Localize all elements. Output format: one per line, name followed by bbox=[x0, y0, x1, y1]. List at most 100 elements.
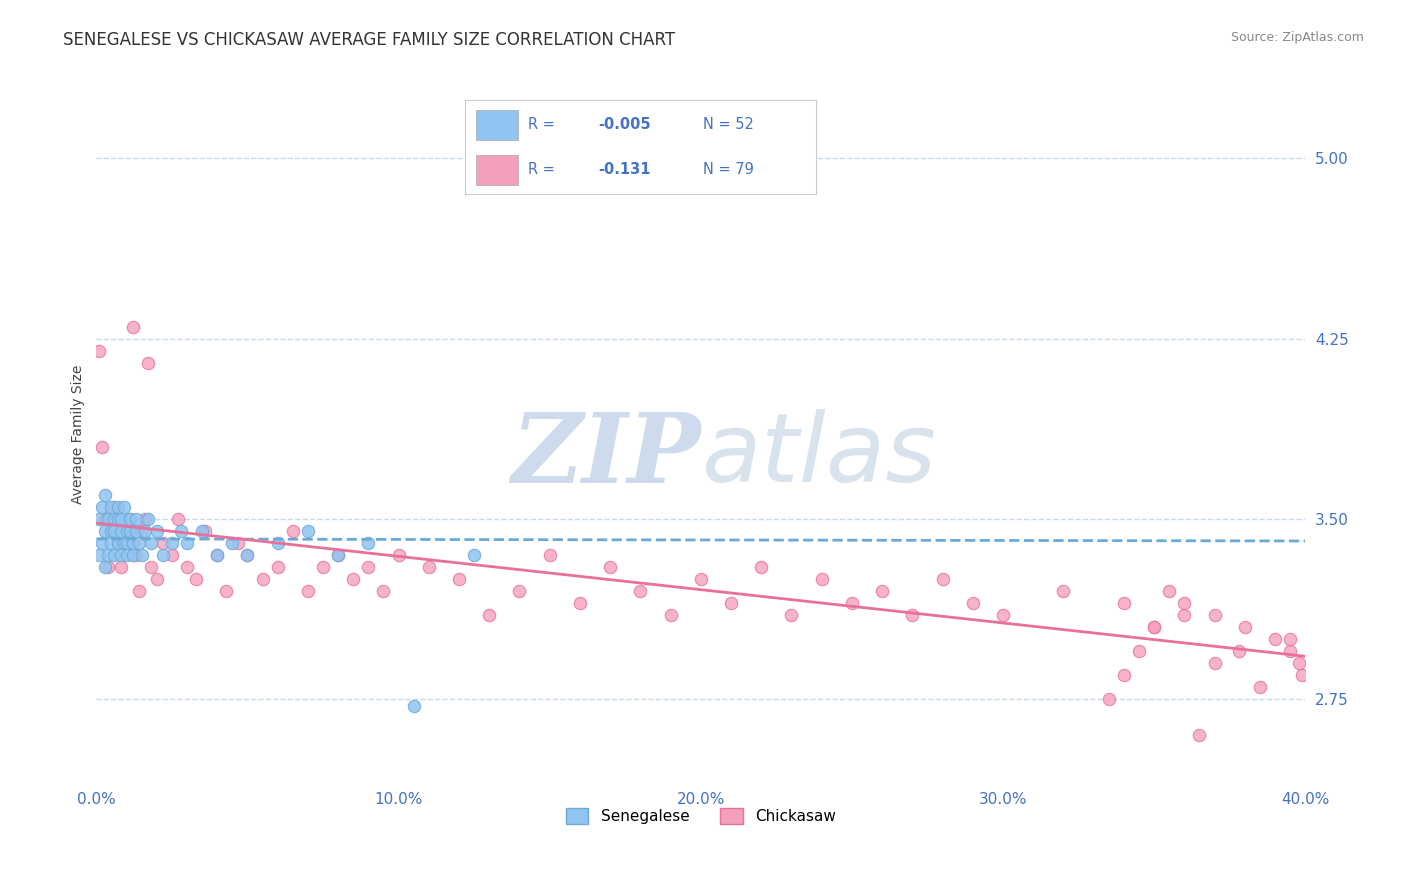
Point bbox=[134, 524, 156, 538]
Point bbox=[221, 536, 243, 550]
Point bbox=[131, 524, 153, 538]
Point bbox=[266, 536, 288, 550]
Point bbox=[207, 548, 229, 562]
Point bbox=[1128, 644, 1150, 658]
Point bbox=[103, 548, 125, 562]
Point bbox=[810, 572, 832, 586]
Point bbox=[115, 548, 138, 562]
Point bbox=[112, 500, 135, 514]
Point bbox=[870, 583, 893, 598]
Point bbox=[1288, 656, 1310, 670]
Point bbox=[124, 512, 146, 526]
Point bbox=[1204, 656, 1226, 670]
Point bbox=[931, 572, 953, 586]
Point bbox=[91, 536, 114, 550]
Point bbox=[326, 548, 349, 562]
Point bbox=[236, 548, 259, 562]
Point bbox=[236, 548, 259, 562]
Point bbox=[136, 512, 159, 526]
Point bbox=[110, 559, 132, 574]
Point bbox=[128, 536, 150, 550]
Point bbox=[312, 559, 335, 574]
Text: ZIP: ZIP bbox=[512, 409, 700, 502]
Point bbox=[1233, 620, 1256, 634]
Point bbox=[720, 596, 742, 610]
Point bbox=[139, 559, 162, 574]
Point bbox=[281, 524, 304, 538]
Point bbox=[1143, 620, 1166, 634]
Point bbox=[89, 548, 111, 562]
Point bbox=[1173, 607, 1195, 622]
Point bbox=[103, 512, 125, 526]
Point bbox=[191, 524, 214, 538]
Point bbox=[100, 524, 122, 538]
Point bbox=[749, 559, 772, 574]
Point bbox=[131, 548, 153, 562]
Point bbox=[1227, 644, 1250, 658]
Point bbox=[1098, 692, 1121, 706]
Point bbox=[297, 524, 319, 538]
Point bbox=[160, 548, 183, 562]
Point bbox=[139, 536, 162, 550]
Point bbox=[1112, 596, 1135, 610]
Point bbox=[1188, 728, 1211, 742]
Point bbox=[1173, 596, 1195, 610]
Point bbox=[1264, 632, 1286, 646]
Point bbox=[568, 596, 591, 610]
Point bbox=[110, 548, 132, 562]
Point bbox=[94, 512, 117, 526]
Point bbox=[103, 524, 125, 538]
Point bbox=[418, 559, 440, 574]
Point bbox=[146, 524, 169, 538]
Point bbox=[326, 548, 349, 562]
Point bbox=[228, 536, 250, 550]
Point bbox=[1204, 607, 1226, 622]
Point bbox=[659, 607, 682, 622]
Point bbox=[152, 548, 174, 562]
Point bbox=[962, 596, 984, 610]
Point bbox=[1279, 644, 1302, 658]
Point bbox=[97, 559, 120, 574]
Point bbox=[94, 488, 117, 502]
Point bbox=[89, 343, 111, 358]
Point bbox=[107, 512, 129, 526]
Legend: Senegalese, Chickasaw: Senegalese, Chickasaw bbox=[565, 808, 837, 824]
Point bbox=[160, 536, 183, 550]
Point bbox=[628, 583, 651, 598]
Point bbox=[215, 583, 238, 598]
Y-axis label: Average Family Size: Average Family Size bbox=[72, 365, 86, 504]
Point bbox=[118, 512, 141, 526]
Point bbox=[110, 524, 132, 538]
Point bbox=[901, 607, 924, 622]
Point bbox=[94, 524, 117, 538]
Text: SENEGALESE VS CHICKASAW AVERAGE FAMILY SIZE CORRELATION CHART: SENEGALESE VS CHICKASAW AVERAGE FAMILY S… bbox=[63, 31, 675, 49]
Point bbox=[176, 536, 198, 550]
Point bbox=[1052, 583, 1074, 598]
Point bbox=[97, 512, 120, 526]
Point bbox=[689, 572, 711, 586]
Point bbox=[89, 512, 111, 526]
Point bbox=[110, 512, 132, 526]
Point bbox=[194, 524, 217, 538]
Point bbox=[478, 607, 501, 622]
Point bbox=[1279, 632, 1302, 646]
Point bbox=[447, 572, 470, 586]
Point bbox=[107, 536, 129, 550]
Point bbox=[115, 536, 138, 550]
Point bbox=[115, 524, 138, 538]
Point bbox=[538, 548, 561, 562]
Point bbox=[91, 500, 114, 514]
Point bbox=[342, 572, 364, 586]
Point bbox=[103, 500, 125, 514]
Point bbox=[124, 524, 146, 538]
Point bbox=[100, 536, 122, 550]
Point bbox=[94, 559, 117, 574]
Point bbox=[107, 500, 129, 514]
Point bbox=[97, 548, 120, 562]
Point bbox=[1159, 583, 1181, 598]
Text: atlas: atlas bbox=[700, 409, 936, 502]
Point bbox=[146, 572, 169, 586]
Point bbox=[252, 572, 274, 586]
Point bbox=[991, 607, 1014, 622]
Point bbox=[1291, 668, 1313, 682]
